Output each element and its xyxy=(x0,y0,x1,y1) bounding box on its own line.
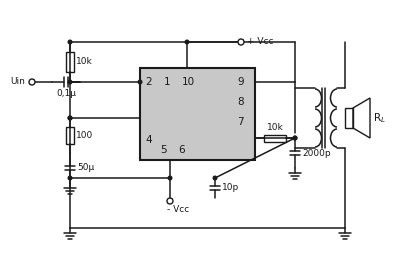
Text: 0,1μ: 0,1μ xyxy=(56,89,76,98)
Bar xyxy=(264,135,286,141)
Text: 100: 100 xyxy=(76,131,93,140)
Circle shape xyxy=(68,116,72,120)
Text: 50μ: 50μ xyxy=(77,164,94,172)
Text: 9: 9 xyxy=(237,77,244,87)
Text: 10: 10 xyxy=(182,77,195,87)
Text: Uin: Uin xyxy=(10,77,25,87)
Text: 6: 6 xyxy=(178,145,185,155)
Circle shape xyxy=(68,176,72,180)
Circle shape xyxy=(68,80,72,84)
Circle shape xyxy=(293,136,297,140)
Text: 8: 8 xyxy=(237,97,244,107)
Circle shape xyxy=(213,176,217,180)
Text: 10k: 10k xyxy=(267,123,283,133)
Circle shape xyxy=(68,40,72,44)
Text: 2000p: 2000p xyxy=(302,149,331,157)
Circle shape xyxy=(138,80,142,84)
Bar xyxy=(345,108,353,128)
Bar xyxy=(140,68,255,160)
Circle shape xyxy=(68,116,72,120)
Text: 7: 7 xyxy=(237,117,244,127)
Text: 10k: 10k xyxy=(76,57,93,67)
Text: 10p: 10p xyxy=(222,183,239,193)
Text: 5: 5 xyxy=(160,145,167,155)
Circle shape xyxy=(293,136,297,140)
Circle shape xyxy=(238,39,244,45)
Circle shape xyxy=(29,79,35,85)
Bar xyxy=(66,127,74,144)
Circle shape xyxy=(185,40,189,44)
Circle shape xyxy=(168,176,172,180)
Text: R$_L$: R$_L$ xyxy=(373,111,386,125)
Text: + Vcc: + Vcc xyxy=(247,38,274,46)
Text: 2: 2 xyxy=(145,77,152,87)
Text: 4: 4 xyxy=(145,135,152,145)
Text: - Vcc: - Vcc xyxy=(167,204,189,214)
Bar xyxy=(66,52,74,72)
Text: 1: 1 xyxy=(164,77,171,87)
Circle shape xyxy=(167,198,173,204)
